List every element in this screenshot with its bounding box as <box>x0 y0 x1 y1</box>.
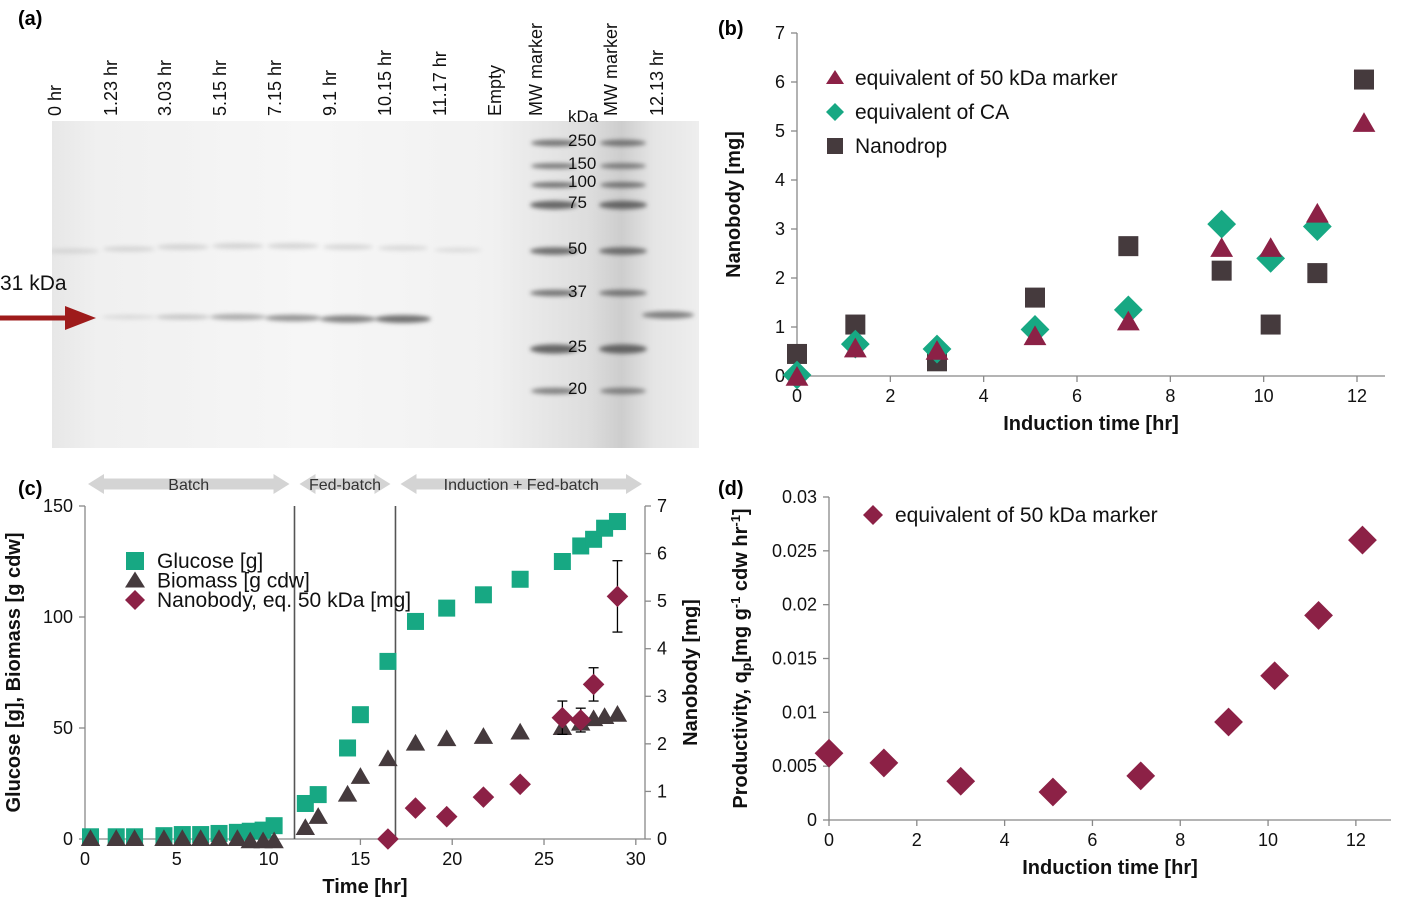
svg-text:Nanobody [mg]: Nanobody [mg] <box>680 599 700 746</box>
svg-text:150: 150 <box>43 496 73 516</box>
svg-text:6: 6 <box>1072 386 1082 406</box>
svg-text:Glucose [g], Biomass [g cdw]: Glucose [g], Biomass [g cdw] <box>3 532 25 812</box>
svg-text:0: 0 <box>80 849 90 869</box>
svg-text:0.01: 0.01 <box>782 702 817 722</box>
svg-text:8: 8 <box>1165 386 1175 406</box>
svg-text:7: 7 <box>657 496 667 516</box>
svg-text:6: 6 <box>1087 830 1097 850</box>
svg-text:4: 4 <box>775 170 785 190</box>
svg-text:Productivity, qp[mg g-1 cdw hr: Productivity, qp[mg g-1 cdw hr-1] <box>728 508 754 808</box>
svg-text:1: 1 <box>775 317 785 337</box>
svg-text:1: 1 <box>657 781 667 801</box>
svg-text:2: 2 <box>775 268 785 288</box>
svg-text:25: 25 <box>534 849 554 869</box>
svg-text:Time [hr]: Time [hr] <box>322 876 407 898</box>
svg-text:equivalent of 50 kDa marker: equivalent of 50 kDa marker <box>895 504 1158 527</box>
svg-text:0.02: 0.02 <box>782 595 817 615</box>
svg-text:0: 0 <box>775 366 785 386</box>
svg-text:3: 3 <box>775 219 785 239</box>
svg-text:4: 4 <box>657 639 667 659</box>
svg-text:0.03: 0.03 <box>782 487 817 507</box>
svg-text:7: 7 <box>775 23 785 43</box>
svg-text:30: 30 <box>626 849 646 869</box>
svg-text:2: 2 <box>912 830 922 850</box>
svg-text:Induction + Fed-batch: Induction + Fed-batch <box>444 477 599 494</box>
svg-text:5: 5 <box>172 849 182 869</box>
svg-text:100: 100 <box>43 607 73 627</box>
svg-text:0: 0 <box>63 829 73 849</box>
svg-text:Induction time [hr]: Induction time [hr] <box>1003 413 1179 435</box>
svg-text:10: 10 <box>1258 830 1278 850</box>
svg-text:6: 6 <box>775 72 785 92</box>
svg-text:0: 0 <box>824 830 834 850</box>
svg-text:8: 8 <box>1175 830 1185 850</box>
svg-text:15: 15 <box>350 849 370 869</box>
svg-text:0.005: 0.005 <box>772 756 817 776</box>
svg-text:4: 4 <box>1000 830 1010 850</box>
svg-text:0.015: 0.015 <box>772 649 817 669</box>
svg-text:Nanobody, eq. 50 kDa [mg]: Nanobody, eq. 50 kDa [mg] <box>157 589 411 612</box>
svg-text:5: 5 <box>775 121 785 141</box>
svg-text:2: 2 <box>657 734 667 754</box>
svg-text:Nanodrop: Nanodrop <box>855 135 947 158</box>
svg-text:4: 4 <box>979 386 989 406</box>
svg-text:5: 5 <box>657 591 667 611</box>
svg-text:0: 0 <box>657 829 667 849</box>
svg-text:50: 50 <box>53 718 73 738</box>
svg-text:equivalent of 50 kDa marker: equivalent of 50 kDa marker <box>855 67 1118 90</box>
svg-text:2: 2 <box>885 386 895 406</box>
svg-text:0.025: 0.025 <box>772 541 817 561</box>
svg-text:3: 3 <box>657 686 667 706</box>
svg-text:Batch: Batch <box>168 477 209 494</box>
svg-text:20: 20 <box>442 849 462 869</box>
svg-text:0: 0 <box>807 810 817 830</box>
svg-text:equivalent of CA: equivalent of CA <box>855 101 1009 124</box>
svg-text:10: 10 <box>1254 386 1274 406</box>
svg-text:12: 12 <box>1346 830 1366 850</box>
svg-text:10: 10 <box>259 849 279 869</box>
svg-text:Induction time [hr]: Induction time [hr] <box>1022 857 1198 879</box>
svg-text:12: 12 <box>1347 386 1367 406</box>
svg-text:Fed-batch: Fed-batch <box>309 477 381 494</box>
svg-text:6: 6 <box>657 544 667 564</box>
svg-text:Nanobody [mg]: Nanobody [mg] <box>723 131 745 278</box>
